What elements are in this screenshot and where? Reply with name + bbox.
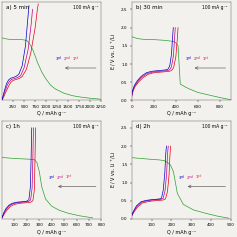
Text: $3^{rd}$: $3^{rd}$ [55, 55, 63, 64]
Text: $2^{nd}$: $2^{nd}$ [186, 173, 194, 182]
Text: 100 mA g⁻¹: 100 mA g⁻¹ [73, 5, 98, 10]
Text: $1^{st}$: $1^{st}$ [202, 55, 209, 64]
Y-axis label: E / V vs. Li$^+$/Li: E / V vs. Li$^+$/Li [109, 151, 118, 188]
X-axis label: Q / mAh g⁻¹: Q / mAh g⁻¹ [167, 230, 196, 235]
X-axis label: Q / mAh g⁻¹: Q / mAh g⁻¹ [37, 111, 66, 116]
Text: 100 mA g⁻¹: 100 mA g⁻¹ [202, 5, 228, 10]
Text: $3^{rd}$: $3^{rd}$ [178, 173, 185, 182]
Text: $2^{nd}$: $2^{nd}$ [63, 55, 72, 64]
Text: 100 mA g⁻¹: 100 mA g⁻¹ [73, 123, 98, 128]
Text: $2^{nd}$: $2^{nd}$ [193, 55, 201, 64]
Text: $1^{st}$: $1^{st}$ [65, 174, 73, 182]
Text: $3^{rd}$: $3^{rd}$ [185, 55, 192, 64]
Text: b) 30 min: b) 30 min [136, 5, 162, 10]
X-axis label: Q / mAh g⁻¹: Q / mAh g⁻¹ [167, 111, 196, 116]
Text: $1^{st}$: $1^{st}$ [195, 174, 202, 182]
Text: a) 5 min: a) 5 min [6, 5, 29, 10]
Text: c) 1h: c) 1h [6, 123, 20, 128]
Text: $2^{nd}$: $2^{nd}$ [56, 173, 65, 182]
X-axis label: Q / mAh g⁻¹: Q / mAh g⁻¹ [37, 230, 66, 235]
Text: $1^{st}$: $1^{st}$ [72, 55, 79, 64]
Text: $3^{rd}$: $3^{rd}$ [48, 173, 56, 182]
Y-axis label: E / V vs. Li$^+$/Li: E / V vs. Li$^+$/Li [109, 33, 118, 70]
Text: d) 2h: d) 2h [136, 123, 150, 128]
Text: 100 mA g⁻¹: 100 mA g⁻¹ [202, 123, 228, 128]
